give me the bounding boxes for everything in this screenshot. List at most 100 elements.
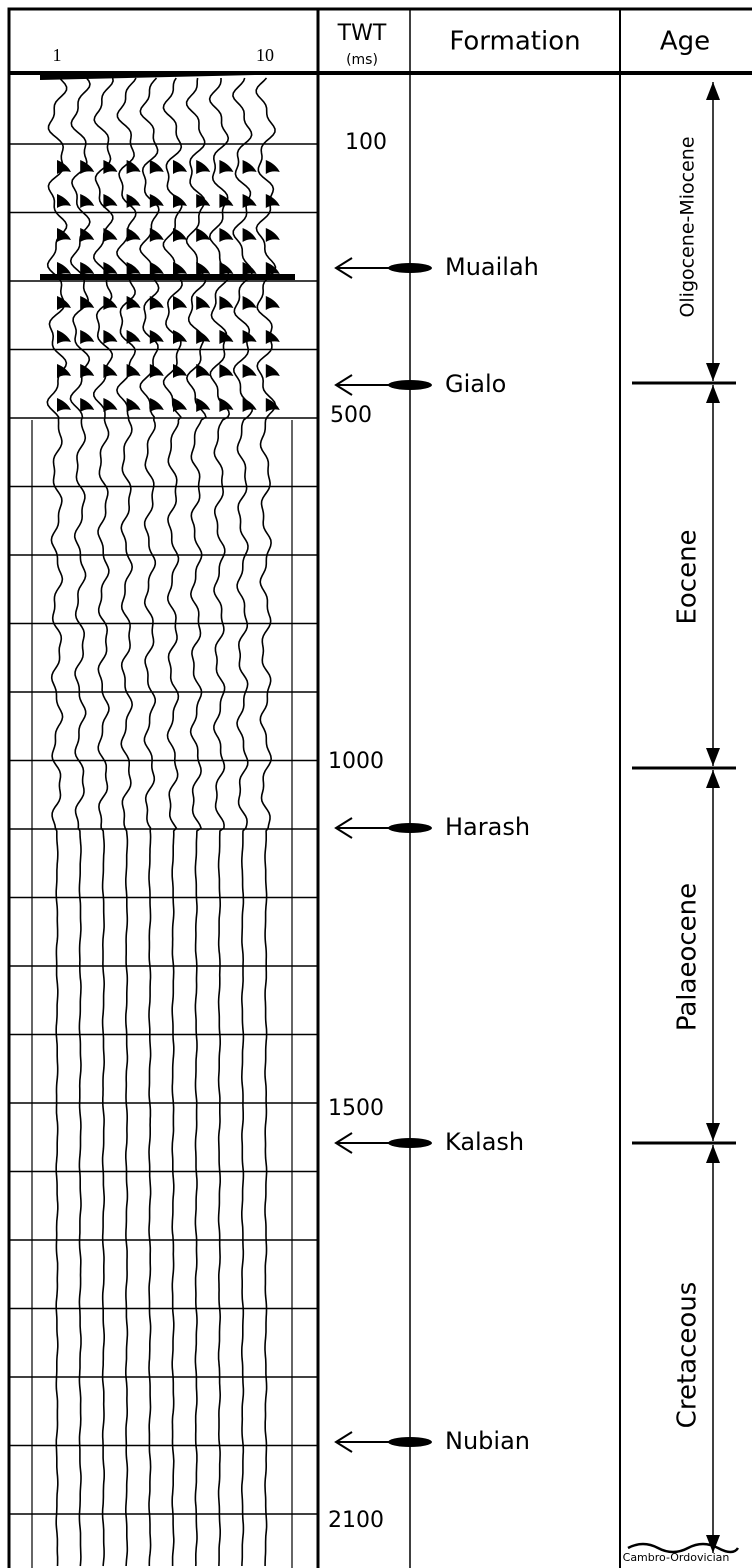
wiggle-lobe <box>80 228 95 242</box>
wiggle-lobe <box>57 296 71 310</box>
wiggle-lobe <box>80 364 95 378</box>
wiggle-lobe <box>103 194 118 208</box>
wiggle-lobe <box>80 398 95 412</box>
age-label: Palaeocene <box>673 883 703 1031</box>
wiggle-lobe <box>265 364 280 378</box>
wiggle-lobe <box>126 330 141 344</box>
trace-label: 10 <box>256 45 274 65</box>
wiggle-lobe <box>126 228 141 242</box>
wiggle-lobe <box>149 228 164 242</box>
twt-label: 500 <box>330 403 372 428</box>
wiggle-lobe <box>173 330 187 344</box>
age-header: Age <box>660 27 710 57</box>
trace-panel <box>8 74 318 1568</box>
arrow-head <box>706 1145 720 1163</box>
wiggle-lobe <box>57 160 71 174</box>
wiggle-lobe <box>103 296 118 310</box>
wiggle-lobe <box>80 262 95 276</box>
arrow-head <box>706 748 720 766</box>
wiggle-lobe <box>265 330 280 344</box>
wiggle-lobe <box>57 398 71 412</box>
twt-label: 2100 <box>328 1508 384 1533</box>
wiggle-lobe <box>103 398 118 412</box>
arrow-head <box>706 1535 720 1553</box>
arrow-head <box>706 385 720 403</box>
wiggle-lobe <box>173 364 187 378</box>
outer-border <box>7 7 752 1568</box>
twt-label: 100 <box>345 130 387 155</box>
wiggle-lobe <box>242 364 257 378</box>
wiggle-lobe <box>57 262 71 276</box>
wiggle-lobe <box>149 194 164 208</box>
wiggle-lobe <box>242 398 257 412</box>
wiggle-lobe <box>149 398 164 412</box>
seismic-trace <box>116 77 137 1567</box>
seismic-trace <box>162 77 183 1566</box>
age-column: Oligocene-Miocene Eocene Palaeocene Cret… <box>623 82 740 1564</box>
wiggle-lobe <box>265 296 280 310</box>
wiggle-lobe <box>219 364 234 378</box>
wiggle-lobe <box>126 364 141 378</box>
wiggle-lobe <box>126 296 141 310</box>
wiggle-lobe <box>149 296 164 310</box>
wiggle-lobe <box>196 364 211 378</box>
formation-label: Muailah <box>445 253 539 281</box>
wiggle-lobe <box>173 296 187 310</box>
formation-blob <box>388 1437 432 1447</box>
wiggle-lobe <box>103 160 118 174</box>
wiggle-lobe <box>196 160 211 174</box>
formation-header: Formation <box>449 27 580 57</box>
wiggle-lobe <box>149 262 164 276</box>
twt-label: 1500 <box>328 1096 384 1121</box>
wiggle-lobe <box>219 296 234 310</box>
wiggle-lobe <box>173 194 187 208</box>
twt-label: 1000 <box>328 749 384 774</box>
wiggle-lobe <box>196 194 211 208</box>
arrow-head <box>706 1123 720 1141</box>
twt-column: 100 500 1000 1500 2100 <box>328 130 387 1533</box>
top-reflector <box>40 74 300 80</box>
formation-blob <box>388 263 432 273</box>
formation-blob <box>388 1138 432 1148</box>
trace-label: 1 <box>53 45 62 65</box>
wiggle-lobe <box>219 194 234 208</box>
wiggle-lobe <box>219 398 234 412</box>
seismic-trace <box>232 77 254 1567</box>
formation-label: Gialo <box>445 370 506 398</box>
wiggle-lobe <box>57 330 71 344</box>
wiggle-lobe <box>265 262 280 276</box>
wiggle-lobe <box>80 296 95 310</box>
wiggle-lobe <box>196 296 211 310</box>
wiggle-lobe <box>103 364 118 378</box>
wiggle-lobe <box>196 398 211 412</box>
wiggle-lobe <box>126 262 141 276</box>
seismic-trace <box>69 77 91 1567</box>
wiggle-lobe <box>57 364 71 378</box>
formation-blob <box>388 380 432 390</box>
wiggle-lobe <box>219 160 234 174</box>
wiggle-lobe <box>265 228 280 242</box>
wiggle-lobe <box>265 160 280 174</box>
seismic-trace <box>92 77 114 1567</box>
wiggle-lobe <box>57 228 71 242</box>
seismic-trace <box>185 77 207 1567</box>
arrow-head <box>706 770 720 788</box>
arrow-head <box>706 363 720 381</box>
wiggle-lobe <box>126 194 141 208</box>
wiggle-lobe <box>57 194 71 208</box>
wiggle-lobe <box>265 398 280 412</box>
wiggle-lobe <box>103 262 118 276</box>
wiggle-lobe <box>103 330 118 344</box>
wiggle-lobe <box>149 330 164 344</box>
formation-label: Kalash <box>445 1128 524 1156</box>
age-label: Cambro-Ordovician <box>623 1551 730 1564</box>
wiggle-lobe <box>242 228 257 242</box>
formation-label: Nubian <box>445 1427 530 1455</box>
wiggle-lobe <box>196 262 211 276</box>
wiggle-lobe <box>242 194 257 208</box>
arrow-head <box>706 82 720 100</box>
formation-blob <box>388 823 432 833</box>
wiggle-lobe <box>196 330 211 344</box>
strong-reflector <box>40 274 295 280</box>
